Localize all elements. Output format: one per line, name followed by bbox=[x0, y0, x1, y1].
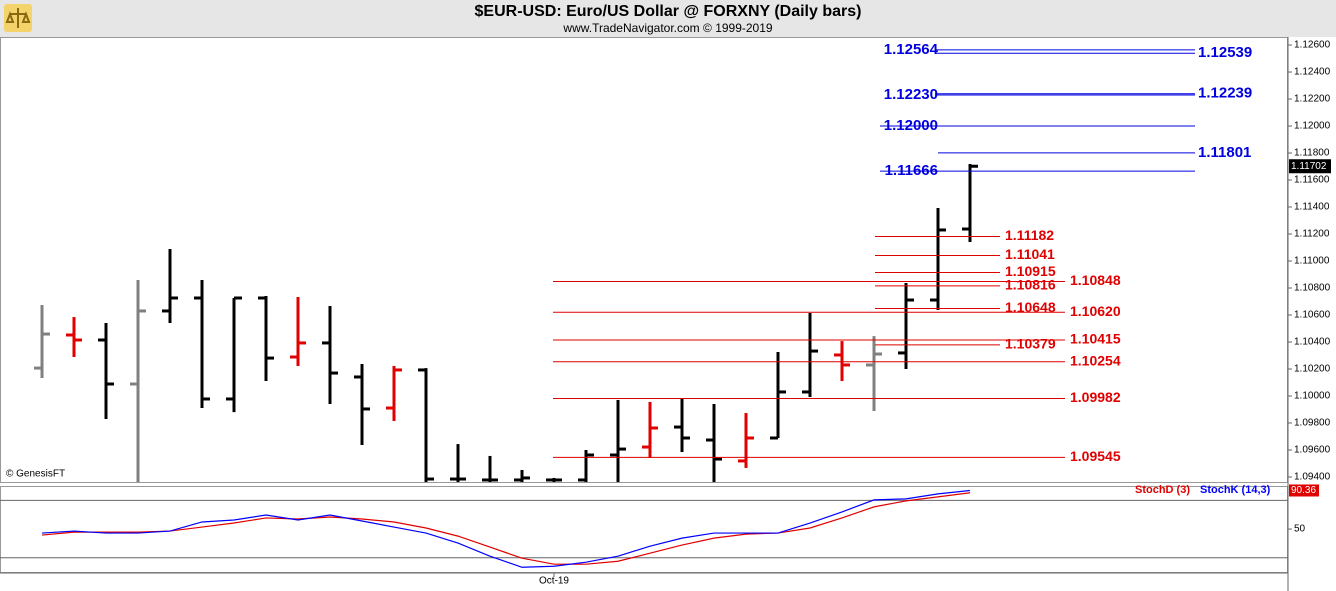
level-label: 1.11041 bbox=[1005, 246, 1055, 262]
y-tick-label: 1.10000 bbox=[1294, 391, 1331, 402]
level-label: 1.10848 bbox=[1070, 272, 1121, 288]
level-label: 1.09545 bbox=[1070, 448, 1121, 464]
level-label: 1.12539 bbox=[1198, 44, 1252, 61]
level-label: 1.12564 bbox=[884, 41, 939, 58]
level-label: 1.10254 bbox=[1070, 352, 1121, 368]
level-label: 1.12230 bbox=[884, 86, 938, 103]
level-label: 1.09982 bbox=[1070, 389, 1121, 405]
y-tick-label: 1.09800 bbox=[1294, 418, 1331, 429]
stoch-line bbox=[41, 492, 971, 565]
x-tick-label: Oct-19 bbox=[539, 576, 569, 587]
y-tick-label: 1.12400 bbox=[1294, 67, 1331, 78]
stoch-line bbox=[41, 489, 971, 568]
level-label: 1.10620 bbox=[1070, 303, 1121, 319]
y-tick-label: 1.10800 bbox=[1294, 283, 1331, 294]
y-tick-label: 1.09400 bbox=[1294, 472, 1331, 483]
y-tick-label: 1.10600 bbox=[1294, 310, 1331, 321]
y-tick-label: 1.10400 bbox=[1294, 337, 1331, 348]
y-tick-label: 1.11200 bbox=[1294, 229, 1330, 240]
title-bar bbox=[0, 0, 1336, 37]
y-tick-label: 1.12000 bbox=[1294, 121, 1331, 132]
y-tick-label: 1.11600 bbox=[1294, 175, 1330, 186]
level-label: 1.12239 bbox=[1198, 85, 1252, 102]
level-label: 1.11666 bbox=[885, 162, 938, 179]
last-price-label: 1.11702 bbox=[1291, 161, 1327, 172]
y-tick-label: 1.11000 bbox=[1294, 256, 1330, 267]
last-value-label: 90.36 bbox=[1291, 485, 1316, 496]
y-tick-label: 1.12200 bbox=[1294, 94, 1331, 105]
y-tick-label: 1.09600 bbox=[1294, 445, 1331, 456]
y-tick-label: 1.11800 bbox=[1294, 148, 1330, 159]
y-tick-label: 1.12600 bbox=[1294, 40, 1331, 51]
y-tick-label: 1.11400 bbox=[1294, 202, 1330, 213]
level-label: 1.11182 bbox=[1005, 227, 1054, 243]
level-label: 1.12000 bbox=[884, 117, 938, 134]
legend-entry: StochK (14,3) bbox=[1200, 484, 1271, 496]
level-label: 1.10379 bbox=[1005, 336, 1056, 352]
level-label: 1.10915 bbox=[1005, 263, 1056, 279]
price-panel bbox=[0, 37, 1288, 483]
legend-entry: StochD (3) bbox=[1135, 484, 1190, 496]
level-label: 1.10648 bbox=[1005, 299, 1056, 315]
price-bars bbox=[34, 163, 978, 482]
level-label: 1.10816 bbox=[1005, 277, 1056, 293]
last-value-box bbox=[1289, 484, 1319, 497]
last-price-box bbox=[1289, 159, 1331, 174]
logo bbox=[4, 4, 32, 32]
y-tick-label: 50 bbox=[1294, 524, 1306, 535]
watermark: © GenesisFT bbox=[6, 469, 65, 480]
chart-subtitle: www.TradeNavigator.com © 1999-2019 bbox=[562, 21, 772, 35]
level-label: 1.10415 bbox=[1070, 331, 1121, 347]
level-label: 1.11801 bbox=[1198, 144, 1251, 161]
stoch-panel bbox=[0, 486, 1288, 573]
y-tick-label: 1.10200 bbox=[1294, 364, 1331, 375]
chart-title: $EUR-USD: Euro/US Dollar @ FORXNY (Daily… bbox=[475, 3, 862, 20]
